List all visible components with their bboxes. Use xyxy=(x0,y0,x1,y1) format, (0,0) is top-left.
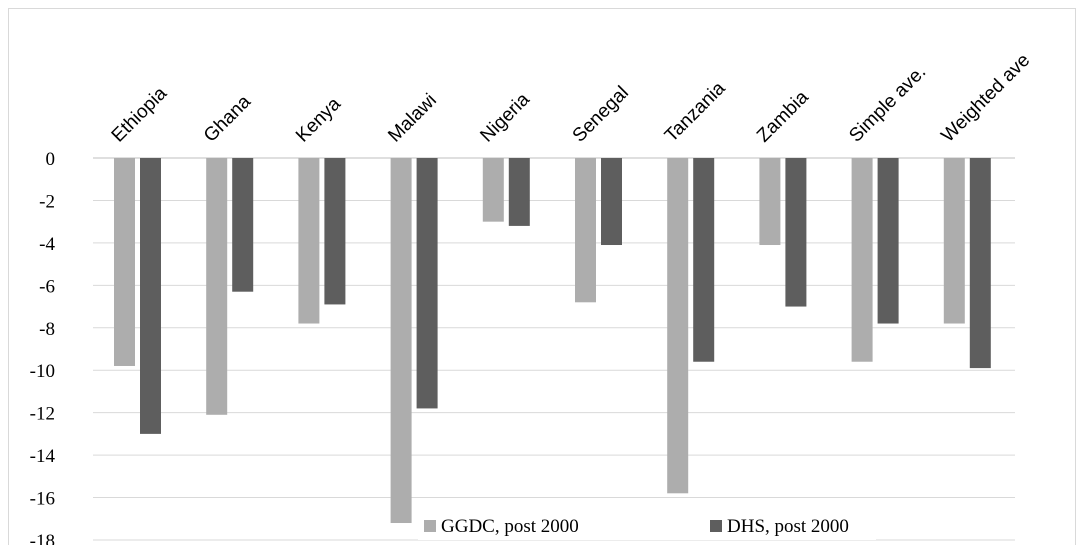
category-label: Ghana xyxy=(200,91,255,146)
bar-dhs-malawi xyxy=(416,158,438,409)
bar-dhs-ghana xyxy=(232,158,254,292)
bars xyxy=(114,158,991,524)
legend-label-dhs: DHS, post 2000 xyxy=(727,516,849,537)
category-label: Senegal xyxy=(569,82,633,146)
bar-ggdc-nigeria xyxy=(482,158,504,222)
legend-swatch-ggdc xyxy=(424,520,436,532)
bar-dhs-nigeria xyxy=(508,158,530,226)
bar-ggdc-kenya xyxy=(298,158,320,324)
bar-dhs-tanzania xyxy=(693,158,715,362)
bar-ggdc-malawi xyxy=(390,158,412,524)
legend-background xyxy=(418,510,876,540)
category-label: Kenya xyxy=(292,93,345,146)
y-tick-label: -12 xyxy=(30,404,55,425)
bar-ggdc-tanzania xyxy=(667,158,689,494)
category-label: Malawi xyxy=(384,90,441,147)
y-tick-label: -4 xyxy=(39,234,55,255)
bar-dhs-zambia xyxy=(785,158,807,307)
y-tick-label: 0 xyxy=(46,149,56,170)
category-label: Ethiopia xyxy=(108,83,172,147)
gridlines xyxy=(93,157,1015,541)
bar-ggdc-zambia xyxy=(759,158,781,246)
y-tick-label: -14 xyxy=(30,446,56,467)
category-label: Weighted ave xyxy=(937,50,1034,147)
y-tick-label: -6 xyxy=(39,276,55,297)
bar-dhs-simple-ave xyxy=(877,158,899,324)
y-axis-tick-labels: 0 -2 -4 -6 -8 -10 -12 -14 -16 -18 xyxy=(30,149,56,545)
bar-ggdc-weighted-ave xyxy=(943,158,965,324)
bar-ggdc-senegal xyxy=(575,158,596,303)
legend-swatch-dhs xyxy=(710,520,722,532)
category-labels: Ethiopia Ghana Kenya Malawi Nigeria Senegal Ta… xyxy=(108,50,1035,147)
category-label: Simple ave. xyxy=(845,61,930,146)
category-label: Zambia xyxy=(753,87,813,147)
bar-ggdc-ethiopia xyxy=(114,158,135,366)
category-label: Nigeria xyxy=(476,89,534,147)
bar-dhs-ethiopia xyxy=(140,158,161,434)
y-tick-label: -8 xyxy=(39,319,55,340)
legend: GGDC, post 2000 DHS, post 2000 xyxy=(418,510,876,540)
category-label: Tanzania xyxy=(661,78,730,147)
y-tick-label: -2 xyxy=(39,191,55,212)
y-tick-label: -18 xyxy=(30,531,55,545)
bar-ggdc-simple-ave xyxy=(851,158,873,362)
bar-dhs-weighted-ave xyxy=(969,158,991,369)
y-tick-label: -10 xyxy=(30,361,55,382)
bar-ggdc-ghana xyxy=(206,158,228,415)
legend-label-ggdc: GGDC, post 2000 xyxy=(441,516,579,537)
bar-dhs-senegal xyxy=(601,158,622,246)
bar-dhs-kenya xyxy=(324,158,346,305)
y-tick-label: -16 xyxy=(30,489,55,510)
